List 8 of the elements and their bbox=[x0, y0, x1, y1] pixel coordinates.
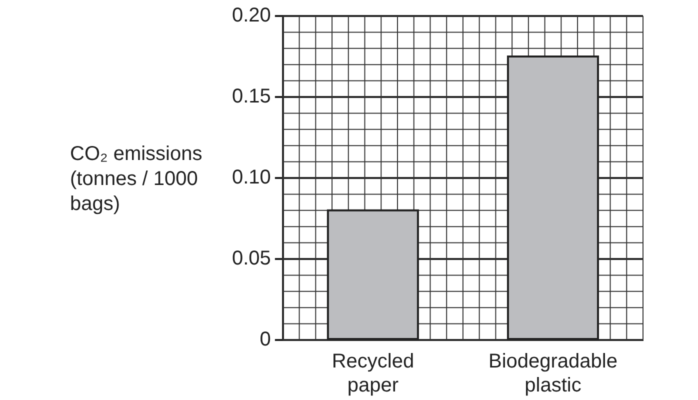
y-tick-label: 0.15 bbox=[232, 86, 271, 108]
x-tick-label: Biodegradable plastic bbox=[488, 350, 618, 397]
y-tick-label: 0.10 bbox=[232, 166, 271, 189]
x-tick-label: Recycled paper bbox=[332, 350, 414, 397]
y-tick-label: 0.20 bbox=[232, 4, 271, 27]
y-tick-label: 0.05 bbox=[232, 248, 271, 270]
y-tick-label: 0 bbox=[260, 328, 271, 351]
y-axis-title: CO₂ emissions (tonnes / 1000 bags) bbox=[70, 142, 204, 217]
